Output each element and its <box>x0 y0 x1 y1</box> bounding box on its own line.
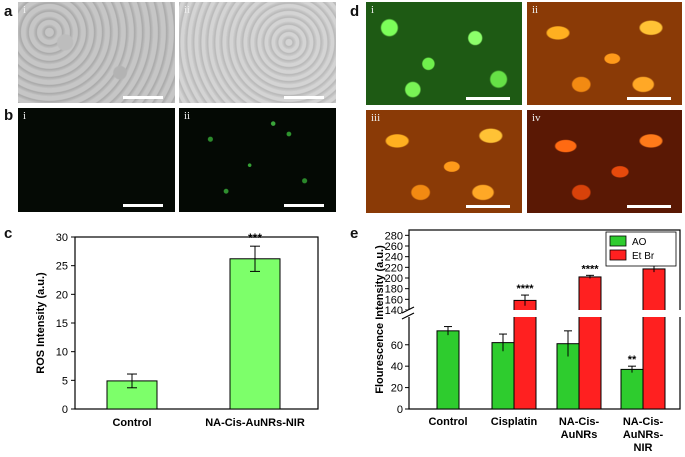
significance-label: **** <box>516 283 534 295</box>
legend-label: AO <box>632 237 647 248</box>
scale-bar <box>284 204 324 207</box>
y-tick-label: 20 <box>391 383 403 395</box>
scale-bar <box>284 96 324 99</box>
y-tick-label: 240 <box>385 252 403 264</box>
axis-break-gap <box>403 310 685 317</box>
bar-etbr <box>578 276 602 410</box>
scale-bar <box>123 96 163 99</box>
bar-ao <box>620 368 644 410</box>
panel-letter-c: c <box>4 225 13 242</box>
plot-frame <box>408 229 681 410</box>
y-tick-label: 15 <box>56 318 68 330</box>
legend-label: Et Br <box>632 251 655 262</box>
y-axis-label: Flourescence Intensity (a.u.) <box>374 245 386 394</box>
scale-bar <box>627 205 671 208</box>
axis-break-mark <box>401 312 415 320</box>
panel-letter-a: a <box>4 3 13 20</box>
axis-break-mark <box>401 306 415 314</box>
y-tick-label: 180 <box>385 284 403 296</box>
micrograph-a-ii: ii <box>179 2 336 103</box>
sub-label: i <box>371 4 375 16</box>
panel-letter-b: b <box>4 107 14 124</box>
bar <box>229 258 281 410</box>
sub-label: i <box>23 4 27 16</box>
x-tick-label: Cisplatin <box>491 416 538 428</box>
x-tick-label: NA-Cis- <box>623 416 664 428</box>
sub-label: i <box>23 110 27 122</box>
bar-ao <box>436 330 460 410</box>
scale-bar <box>466 205 510 208</box>
y-tick-label: 25 <box>56 261 68 273</box>
x-tick-label: NIR <box>634 442 653 454</box>
micrograph-d-i: i <box>366 2 522 105</box>
scale-bar <box>466 97 510 100</box>
scale-bar <box>123 204 163 207</box>
y-tick-label: 20 <box>56 289 68 301</box>
micrograph-b-ii: ii <box>179 108 336 212</box>
bar-etbr <box>642 268 666 410</box>
x-tick-label: AuNRs- <box>623 429 664 441</box>
y-tick-label: 5 <box>62 375 68 387</box>
x-tick-label: Control <box>428 416 467 428</box>
y-tick-label: 0 <box>397 404 403 416</box>
sub-label: ii <box>532 4 539 16</box>
y-tick-label: 260 <box>385 241 403 253</box>
micrograph-d-iv: iv <box>527 110 682 213</box>
sub-label: ii <box>184 4 191 16</box>
y-tick-label: 60 <box>391 340 403 352</box>
y-tick-label: 280 <box>385 230 403 242</box>
micrograph-d-iii: iii <box>366 110 522 213</box>
significance-label: *** <box>248 231 262 245</box>
y-tick-label: 220 <box>385 262 403 274</box>
micrograph-a-i: i <box>18 2 175 103</box>
sub-label: ii <box>184 110 191 122</box>
sub-label: iii <box>371 112 381 124</box>
significance-label: **** <box>581 263 599 275</box>
significance-label: ** <box>628 354 637 366</box>
sub-label: iv <box>532 112 541 124</box>
y-tick-label: 140 <box>385 305 403 317</box>
y-tick-label: 40 <box>391 361 403 373</box>
y-tick-label: 10 <box>56 347 68 359</box>
y-tick-label: 0 <box>62 404 68 416</box>
y-axis-label: ROS Intensity (a.u.) <box>35 272 47 374</box>
y-tick-label: 160 <box>385 294 403 306</box>
x-tick-label: AuNRs <box>561 429 598 441</box>
x-tick-label: NA-Cis- <box>559 416 600 428</box>
bar-ao <box>491 342 515 410</box>
chart-c-ros-intensity: 0 5 10 15 20 25 30 ROS Intensity (a.u.) Control *… <box>35 231 319 429</box>
legend-swatch <box>609 249 627 261</box>
y-tick-label: 200 <box>385 273 403 285</box>
panel-letter-d: d <box>350 3 360 20</box>
y-tick-label: 30 <box>56 232 68 244</box>
panel-letter-e: e <box>350 225 359 242</box>
legend-swatch <box>609 235 627 247</box>
x-tick-label: Control <box>112 417 151 429</box>
micrograph-b-i: i <box>18 108 175 212</box>
scale-bar <box>627 97 671 100</box>
micrograph-d-ii: ii <box>527 2 682 105</box>
x-tick-label: NA-Cis-AuNRs-NIR <box>205 417 305 429</box>
